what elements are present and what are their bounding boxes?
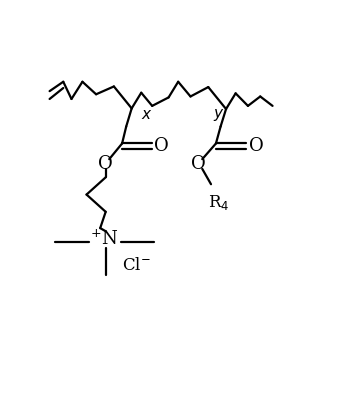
Text: O: O xyxy=(191,155,206,173)
Text: O: O xyxy=(154,137,169,155)
Text: Cl$^{-}$: Cl$^{-}$ xyxy=(122,257,151,274)
Text: $^{+}$N: $^{+}$N xyxy=(90,230,119,249)
Text: O: O xyxy=(249,137,264,155)
Text: R$_{4}$: R$_{4}$ xyxy=(208,193,230,212)
Text: O: O xyxy=(98,155,113,173)
Text: $x$: $x$ xyxy=(141,108,152,122)
Text: $y$: $y$ xyxy=(214,107,225,123)
